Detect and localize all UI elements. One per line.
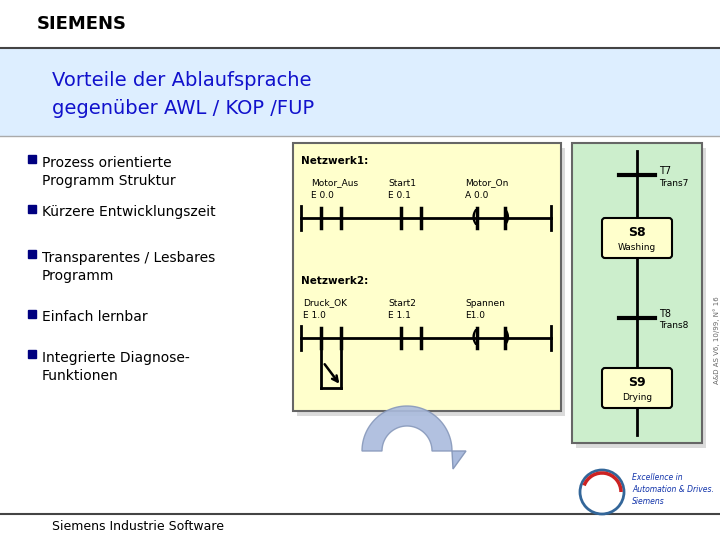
Text: A&D AS V6, 10/99, N° 16: A&D AS V6, 10/99, N° 16 — [714, 296, 720, 384]
Text: SIEMENS: SIEMENS — [37, 15, 127, 33]
Text: Transparentes / Lesbares: Transparentes / Lesbares — [42, 251, 215, 265]
Text: (  ): ( ) — [469, 329, 513, 347]
Text: Netzwerk1:: Netzwerk1: — [301, 156, 368, 166]
Text: Prozess orientierte: Prozess orientierte — [42, 156, 171, 170]
Bar — [28, 155, 36, 163]
Text: Programm: Programm — [42, 269, 114, 283]
Text: E1.0: E1.0 — [465, 310, 485, 320]
Polygon shape — [452, 451, 466, 469]
Bar — [28, 205, 36, 213]
Text: Funktionen: Funktionen — [42, 369, 119, 383]
Bar — [28, 250, 36, 258]
Text: Washing: Washing — [618, 242, 656, 252]
Bar — [28, 310, 36, 318]
Bar — [576, 148, 706, 448]
Text: Motor_On: Motor_On — [465, 179, 508, 187]
Text: Trans7: Trans7 — [659, 179, 688, 187]
Circle shape — [580, 470, 624, 514]
Text: T8: T8 — [659, 309, 671, 319]
Text: Start1: Start1 — [388, 179, 416, 187]
Text: Trans8: Trans8 — [659, 321, 688, 330]
Bar — [28, 350, 36, 358]
Text: Einfach lernbar: Einfach lernbar — [42, 310, 148, 324]
Text: Drying: Drying — [622, 393, 652, 402]
Text: Excellence in: Excellence in — [632, 474, 683, 483]
Polygon shape — [362, 406, 452, 451]
Text: gegenüber AWL / KOP /FUP: gegenüber AWL / KOP /FUP — [52, 98, 314, 118]
Text: Siemens Industrie Software: Siemens Industrie Software — [52, 521, 224, 534]
Text: Spannen: Spannen — [465, 299, 505, 307]
Text: E 0.0: E 0.0 — [311, 191, 334, 199]
Bar — [0, 48, 720, 136]
Text: (  ): ( ) — [469, 209, 513, 227]
Bar — [0, 0, 720, 48]
Text: Motor_Aus: Motor_Aus — [311, 179, 358, 187]
Text: S9: S9 — [628, 375, 646, 388]
FancyBboxPatch shape — [602, 368, 672, 408]
Text: E 1.1: E 1.1 — [388, 310, 411, 320]
Text: Netzwerk2:: Netzwerk2: — [301, 276, 368, 286]
Text: A 0.0: A 0.0 — [465, 191, 488, 199]
Bar — [572, 143, 702, 443]
Text: Programm Struktur: Programm Struktur — [42, 174, 176, 188]
Text: E 0.1: E 0.1 — [388, 191, 411, 199]
Text: T7: T7 — [659, 166, 671, 176]
Bar — [293, 143, 561, 411]
Text: Integrierte Diagnose-: Integrierte Diagnose- — [42, 351, 190, 365]
Text: Druck_OK: Druck_OK — [303, 299, 347, 307]
Text: S8: S8 — [628, 226, 646, 239]
Text: E 1.0: E 1.0 — [303, 310, 326, 320]
Text: Start2: Start2 — [388, 299, 416, 307]
FancyBboxPatch shape — [602, 218, 672, 258]
Text: Kürzere Entwicklungszeit: Kürzere Entwicklungszeit — [42, 205, 215, 219]
Text: Automation & Drives.: Automation & Drives. — [632, 485, 714, 495]
Text: Siemens: Siemens — [632, 497, 665, 507]
Text: Vorteile der Ablaufsprache: Vorteile der Ablaufsprache — [52, 71, 312, 90]
Bar — [297, 148, 565, 416]
